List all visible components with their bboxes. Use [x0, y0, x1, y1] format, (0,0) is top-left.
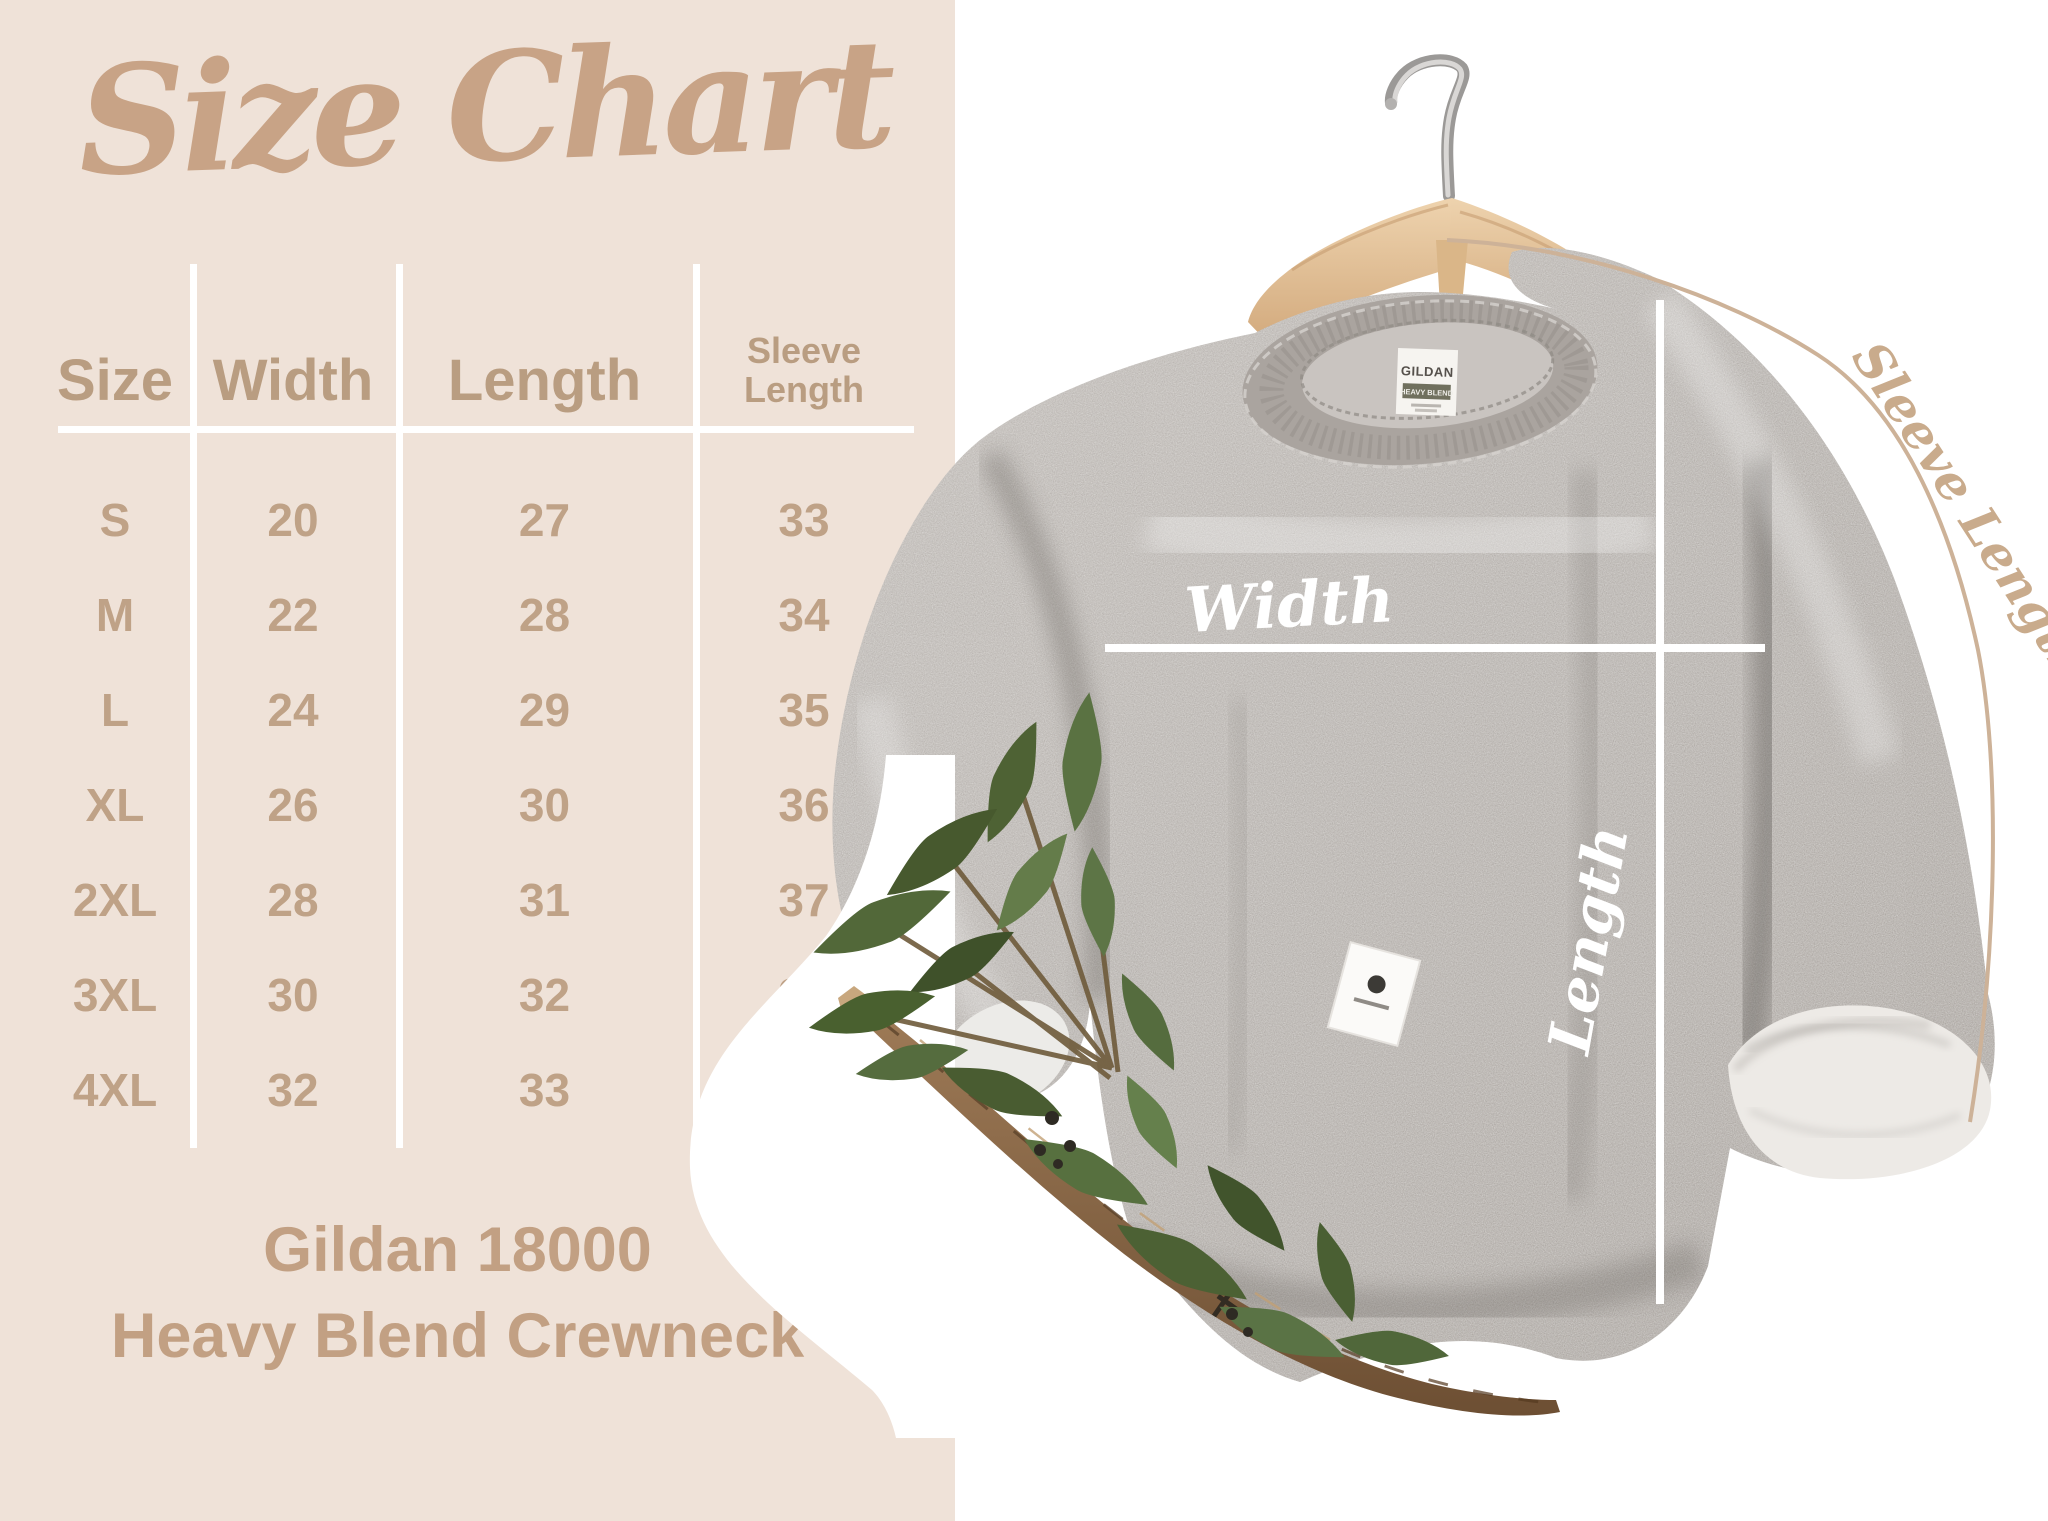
left-panel: Size Chart Size Width Length Sleeve Leng…: [0, 0, 955, 1521]
sleeve-value: 35: [778, 683, 830, 736]
neck-tag-brand: GILDAN: [1401, 363, 1454, 380]
column-header-size: Size: [56, 348, 174, 413]
column-header-length: Length: [447, 348, 642, 413]
width-measure-line: [1105, 644, 1765, 652]
product-name-line2: Heavy Blend Crewneck: [110, 1300, 805, 1371]
sleeve-value: 34: [778, 588, 830, 641]
width-value: 20: [267, 493, 319, 546]
table-divider-vertical: [693, 264, 700, 1148]
sleeve-value: 37: [778, 873, 830, 926]
length-value: 31: [518, 873, 571, 926]
width-value: 26: [267, 778, 319, 831]
product-name-line1: Gildan 18000: [263, 1215, 652, 1285]
table-divider-horizontal: [58, 426, 914, 433]
length-value: 32: [518, 968, 571, 1021]
width-value: 24: [267, 683, 319, 736]
sleeve-length-measure-line: [1446, 238, 1995, 1123]
right-cuff: [1728, 1005, 1992, 1180]
sleeve-value: 33: [778, 493, 830, 546]
length-value: 30: [518, 778, 571, 831]
product-name: Gildan 18000 Heavy Blend Crewneck: [0, 1208, 915, 1379]
size-label: S: [99, 493, 131, 546]
size-table: Size Width Length Sleeve Length S 20 27 …: [40, 258, 915, 1148]
size-label: 2XL: [72, 873, 158, 926]
width-value: 32: [267, 1063, 319, 1116]
length-value: 28: [518, 588, 571, 641]
table-divider-vertical: [396, 264, 403, 1148]
column-header-width: Width: [212, 348, 374, 413]
width-value: 28: [267, 873, 319, 926]
neck-tag-sub: HEAVY BLEND: [1400, 387, 1454, 398]
size-label: 3XL: [72, 968, 158, 1021]
size-label: L: [100, 683, 130, 736]
width-measure-label: Width: [1183, 563, 1396, 647]
table-divider-vertical: [190, 264, 197, 1148]
length-measure-line: [1656, 300, 1664, 1304]
column-header-sleeve-length-text: Sleeve Length: [744, 330, 864, 411]
olive-branch-leaves: [804, 690, 1452, 1376]
hanger-hook-icon: [1384, 54, 1470, 202]
width-value: 30: [267, 968, 319, 1021]
size-label: XL: [85, 778, 145, 831]
length-value: 27: [518, 493, 571, 546]
sleeve-value: 36: [778, 778, 830, 831]
column-header-sleeve-length: Sleeve Length: [693, 258, 915, 430]
berries: [1034, 1111, 1253, 1337]
length-value: 33: [518, 1063, 571, 1116]
size-label: 4XL: [72, 1063, 158, 1116]
size-label: M: [95, 588, 135, 641]
width-value: 22: [267, 588, 319, 641]
care-tag: [1326, 940, 1422, 1048]
neck-tag: GILDAN HEAVY BLEND: [1395, 347, 1459, 417]
length-value: 29: [518, 683, 571, 736]
